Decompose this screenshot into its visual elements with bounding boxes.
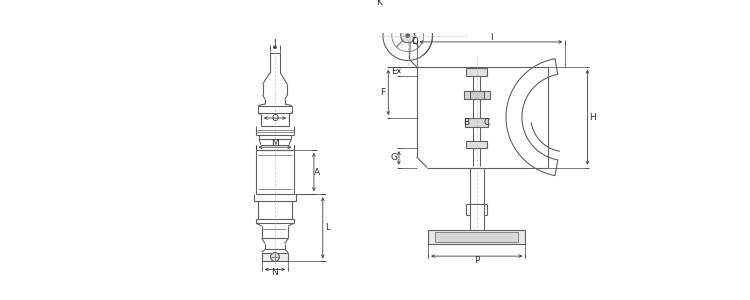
Text: J: J	[274, 39, 276, 48]
Bar	[428, 230, 526, 244]
Text: H: H	[590, 113, 596, 122]
Text: N: N	[272, 268, 278, 277]
Bar	[466, 141, 488, 148]
Text: F: F	[380, 88, 386, 97]
Text: O: O	[272, 113, 278, 122]
Text: G: G	[390, 153, 397, 162]
Text: E: E	[391, 67, 397, 76]
Bar	[470, 92, 484, 99]
Bar	[262, 253, 288, 261]
Text: D: D	[411, 38, 419, 46]
Bar	[466, 68, 488, 76]
Circle shape	[406, 34, 410, 38]
Text: A: A	[314, 167, 320, 176]
Bar	[465, 118, 488, 127]
Text: P: P	[474, 256, 479, 265]
Bar	[464, 91, 490, 100]
Text: K: K	[376, 0, 382, 7]
Text: L: L	[325, 223, 330, 232]
Text: C: C	[484, 118, 490, 127]
Text: I: I	[490, 33, 492, 42]
Circle shape	[271, 253, 280, 261]
Bar	[435, 232, 518, 242]
Circle shape	[400, 28, 415, 43]
Text: M: M	[271, 139, 279, 148]
Text: B: B	[464, 118, 470, 127]
